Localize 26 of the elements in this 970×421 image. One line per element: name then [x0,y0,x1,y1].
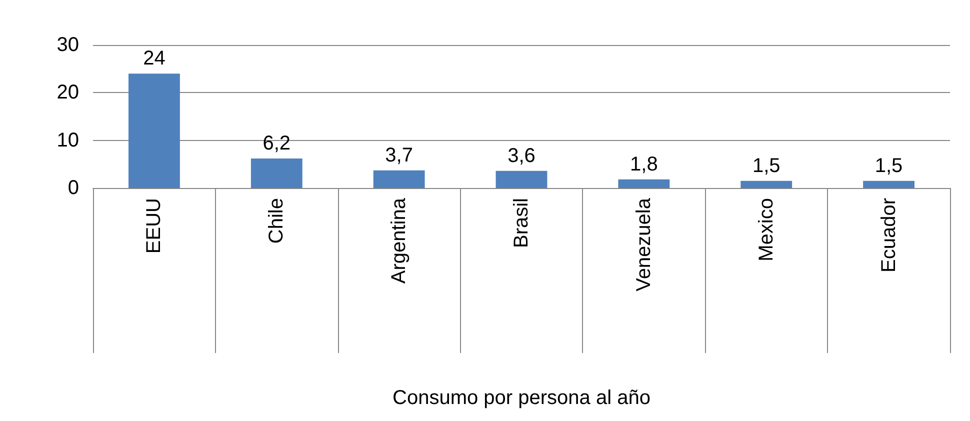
x-tick-label: Chile [266,198,288,244]
x-axis-title: Consumo por persona al año [392,387,650,409]
bar [373,170,425,188]
y-tick-label: 0 [68,177,79,199]
y-tick-label: 30 [56,34,79,56]
data-label: 24 [143,48,166,70]
data-label: 1,5 [752,154,780,177]
x-tick-label: Brasil [510,198,532,248]
x-tick-label: Argentina [388,197,410,284]
data-label: 1,5 [874,154,903,177]
bar [496,170,548,188]
bar [128,74,180,188]
data-label: 6,2 [262,132,291,154]
x-tick-label: Venezuela [632,197,655,292]
data-label: 3,6 [508,144,536,167]
bar [618,179,670,188]
y-tick-label: 10 [56,129,79,152]
x-tick-label: Mexico [755,198,778,262]
x-tick-label: Ecuador [878,198,900,272]
data-label: 3,7 [385,144,413,166]
bar [863,180,914,188]
bar [250,158,302,188]
bar [740,180,792,188]
data-label: 1,8 [630,153,658,176]
y-tick-label: 20 [56,82,79,104]
x-tick-label: EEUU [143,198,166,254]
